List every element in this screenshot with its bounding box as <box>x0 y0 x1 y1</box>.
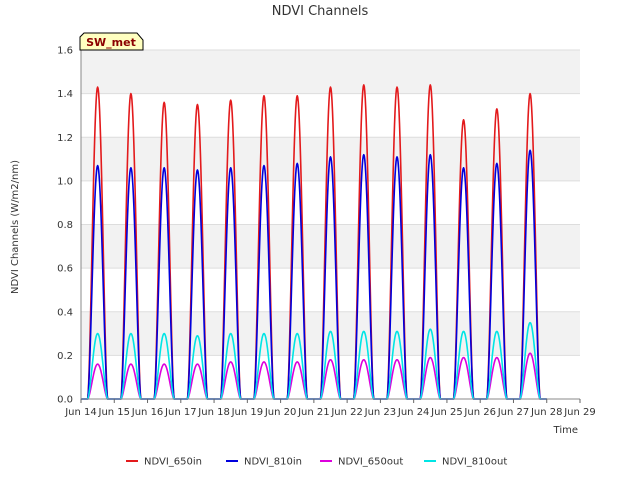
grid-lines <box>81 49 580 400</box>
chart-title: NDVI Channels <box>272 4 369 19</box>
y-tick-label-5: 1.0 <box>57 176 73 187</box>
sw-met-badge: SW_met <box>79 32 144 51</box>
legend-item-NDVI_810in: NDVI_810in <box>226 457 302 468</box>
x-tick-label-0: Jun 14 <box>64 407 97 418</box>
y-tick-label-1: 0.2 <box>57 351 73 362</box>
y-tick-label-6: 1.2 <box>57 133 73 144</box>
band-3 <box>81 224 580 269</box>
legend-label-NDVI_650in: NDVI_650in <box>144 457 202 468</box>
y-tick-label-0: 0.0 <box>57 395 73 406</box>
y-ticks: 0.0 0.2 0.4 0.6 0.8 1.0 1.2 1.4 1.6 <box>57 46 73 406</box>
x-tick-label-15: Jun 29 <box>563 407 596 418</box>
x-tick-label-8: Jun 22 <box>330 407 363 418</box>
legend-item-NDVI_650in: NDVI_650in <box>126 457 202 468</box>
x-tick-label-4: Jun 18 <box>197 407 230 418</box>
y-tick-label-3: 0.6 <box>57 264 73 275</box>
legend-label-NDVI_810in: NDVI_810in <box>244 457 302 468</box>
x-tick-label-9: Jun 23 <box>364 407 397 418</box>
y-tick-label-2: 0.4 <box>57 307 73 318</box>
x-tick-label-12: Jun 26 <box>463 407 496 418</box>
x-tick-label-13: Jun 27 <box>497 407 530 418</box>
x-tick-label-6: Jun 20 <box>264 407 297 418</box>
x-ticks: Jun 14 Jun 15 Jun 16 Jun 17 Jun 18 Jun 19 Jun … <box>64 399 596 418</box>
legend-item-NDVI_650out: NDVI_650out <box>320 457 403 468</box>
x-tick-label-7: Jun 21 <box>297 407 330 418</box>
axes <box>80 50 580 400</box>
x-tick-label-1: Jun 15 <box>98 407 131 418</box>
badge-label: SW_met <box>86 36 136 49</box>
x-axis-label: Time <box>553 425 578 436</box>
x-tick-label-3: Jun 17 <box>164 407 197 418</box>
y-tick-label-7: 1.4 <box>57 89 73 100</box>
y-tick-label-4: 0.8 <box>57 220 73 231</box>
x-tick-label-2: Jun 16 <box>131 407 164 418</box>
x-tick-label-5: Jun 19 <box>231 407 264 418</box>
legend-label-NDVI_650out: NDVI_650out <box>338 457 403 468</box>
x-tick-label-14: Jun 28 <box>530 407 563 418</box>
y-axis-label: NDVI Channels (W/m2/nm) <box>10 160 21 294</box>
legend-label-NDVI_810out: NDVI_810out <box>442 457 507 468</box>
legend: NDVI_650in NDVI_810in NDVI_650out NDVI_810o… <box>126 457 507 468</box>
badge-box <box>79 32 144 51</box>
legend-item-NDVI_810out: NDVI_810out <box>424 457 507 468</box>
x-tick-label-10: Jun 24 <box>397 407 430 418</box>
x-tick-label-11: Jun 25 <box>430 407 463 418</box>
y-tick-label-8: 1.6 <box>57 46 73 57</box>
